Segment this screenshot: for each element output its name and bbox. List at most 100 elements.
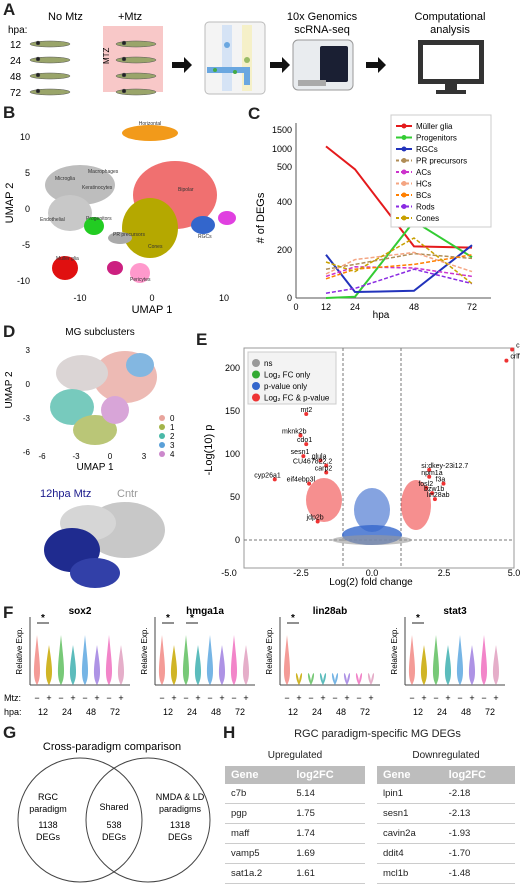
e-point-cloud xyxy=(306,478,431,545)
e-gene-point xyxy=(424,485,429,490)
f-violin xyxy=(420,645,428,685)
e-xlabel: Log(2) fold change xyxy=(329,577,413,588)
e-ytick: 0 xyxy=(235,535,240,545)
e-legend-label: Log₂ FC & p-value xyxy=(264,394,330,403)
f-sign: + xyxy=(219,693,224,703)
h-down-row: sesn1 -2.13 xyxy=(377,803,515,824)
f-sign: + xyxy=(46,693,51,703)
f-sign: + xyxy=(493,693,498,703)
f-timepoint: 12 xyxy=(413,707,423,717)
panel-label-b: B xyxy=(3,103,16,122)
f-sign: − xyxy=(481,693,486,703)
f-violin xyxy=(480,635,488,685)
c-series-line xyxy=(325,251,473,275)
c-xtick: 0 xyxy=(293,302,298,312)
c-ylabel: # of DEGs xyxy=(255,192,267,243)
e-gene-label: carp2 xyxy=(315,465,333,472)
f-mtz-label: Mtz: xyxy=(4,693,21,703)
f-timepoint: 72 xyxy=(235,707,245,717)
b-ytick: 5 xyxy=(25,168,30,178)
e-gene-point xyxy=(510,347,515,352)
e-gene-label: c7b xyxy=(516,343,520,350)
f-ylabel: Relative Exp. xyxy=(140,627,149,674)
f-timepoint: 12 xyxy=(38,707,48,717)
d-legend-label: 3 xyxy=(170,441,175,450)
e-legend-dot xyxy=(252,382,260,390)
f-violin xyxy=(206,635,214,685)
h-down-row: mcl1b -1.48 xyxy=(377,863,515,884)
d-ytick: 0 xyxy=(26,380,31,389)
f-violin xyxy=(93,645,101,685)
f-violin xyxy=(295,673,303,685)
venn-left-circle xyxy=(17,757,143,883)
h-title: RGC paradigm-specific MG DEGs xyxy=(294,728,461,740)
e-gene-label: cdo1 xyxy=(297,437,312,444)
f-sign: − xyxy=(356,693,361,703)
umap-clusters xyxy=(45,125,236,283)
f-sign: − xyxy=(409,693,414,703)
f-sign: − xyxy=(34,693,39,703)
f-sign: + xyxy=(94,693,99,703)
e-gene-point xyxy=(272,477,277,482)
e-plot-frame xyxy=(243,347,515,569)
f-sign: + xyxy=(171,693,176,703)
comp-title-2: analysis xyxy=(430,24,470,36)
f-sign: − xyxy=(332,693,337,703)
panel-label-f: F xyxy=(3,603,14,622)
arrow-icon xyxy=(172,57,192,73)
cluster-pr xyxy=(108,232,132,244)
b-xtick: -10 xyxy=(73,293,86,303)
e-ytick: 150 xyxy=(225,406,240,416)
c-series-line xyxy=(325,244,473,294)
d-legend-dot xyxy=(159,442,165,448)
panel-e-volcano: -Log(10) p Log(2) fold change 200 150 10… xyxy=(203,343,520,589)
h-up-row: c7b 5.14 xyxy=(225,784,365,804)
c-legend-label: Cones xyxy=(416,214,439,223)
f-sig-star: * xyxy=(190,613,194,624)
d-xtick: 0 xyxy=(108,452,113,461)
f-sign: − xyxy=(207,693,212,703)
c-legend-label: Müller glia xyxy=(416,122,453,131)
cluster-label: Microglia xyxy=(55,176,75,182)
b-ytick: 10 xyxy=(20,132,30,142)
f-violin xyxy=(242,645,250,685)
c-legend-marker xyxy=(401,192,407,198)
c-series-line xyxy=(325,237,473,285)
f-violin xyxy=(81,635,89,685)
f-sign: − xyxy=(308,693,313,703)
cluster-muller xyxy=(52,256,78,280)
seq-title-2: scRNA-seq xyxy=(294,24,350,36)
e-xtick: -2.5 xyxy=(293,568,309,578)
tp-72: 72 xyxy=(10,88,22,99)
d-ytick: -3 xyxy=(23,414,31,423)
e-legend-dot xyxy=(252,370,260,379)
h-up-row: vamp5 1.69 xyxy=(225,843,365,864)
f-sign: − xyxy=(183,693,188,703)
c-series-line xyxy=(325,266,473,278)
g-left-3: 1138 xyxy=(38,820,57,830)
c-series-line xyxy=(325,145,473,249)
h-up-row: pgp 1.75 xyxy=(225,803,365,824)
h-col-gene: Gene xyxy=(377,766,443,784)
f-ylabel: Relative Exp. xyxy=(265,627,274,674)
panel-label-e: E xyxy=(196,330,208,349)
f-sig-star: * xyxy=(416,613,420,624)
f-violin xyxy=(194,645,202,685)
h-up-row: sat1a.2 1.61 xyxy=(225,863,365,884)
f-sign: − xyxy=(433,693,438,703)
panel-label-a: A xyxy=(3,0,16,19)
d-ylabel: UMAP 2 xyxy=(4,371,15,408)
e-gene-point xyxy=(304,442,309,447)
e-gene-point xyxy=(504,358,509,363)
b-ytick: -10 xyxy=(17,276,30,286)
c-legend-label: RGCs xyxy=(416,145,438,154)
e-gene-label: glula xyxy=(312,453,327,460)
f-violin xyxy=(367,673,375,685)
e-gene-label: crlf1a xyxy=(510,354,520,361)
comp-title-1: Computational xyxy=(415,11,486,23)
seq-title-1: 10x Genomics xyxy=(287,11,358,23)
b-ytick: -5 xyxy=(22,240,30,250)
g-shared-2: 538 xyxy=(106,820,121,830)
c-xtick: 12 xyxy=(321,302,331,312)
